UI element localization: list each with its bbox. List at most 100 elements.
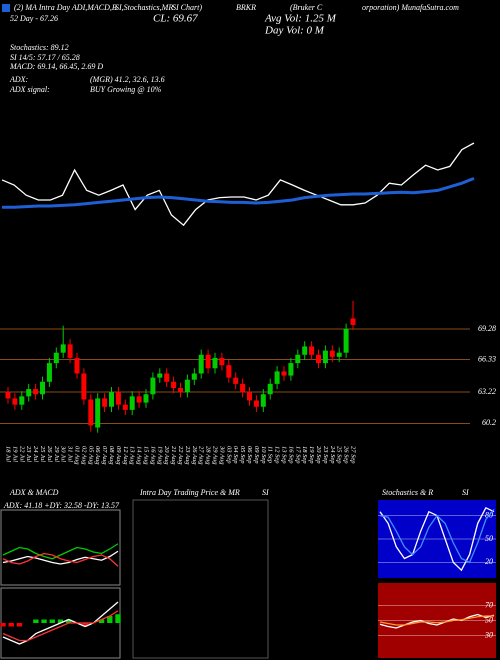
histogram-bar <box>107 616 113 623</box>
series-line <box>2 610 119 642</box>
x-tick-label: 24 Sep <box>329 446 336 464</box>
header-text: ADX: <box>9 75 29 84</box>
header-text: (2) MA Intra Day ADI,MACD,B <box>14 3 117 12</box>
x-tick-label: 12 Sep <box>274 446 281 464</box>
series-line <box>2 543 119 560</box>
candle-body <box>274 371 280 384</box>
histogram-bar <box>41 619 47 623</box>
candle-body <box>336 352 342 357</box>
annotation: ADX: 41.18 +DY: 32.58 -DY: 13.57 <box>3 501 120 510</box>
candle-body <box>267 383 273 395</box>
x-tick-label: 25 Sep <box>336 446 343 464</box>
x-tick-label: 21 Aug <box>170 446 177 465</box>
panel-title: Stochastics & R <box>382 488 433 497</box>
histogram-bar <box>115 614 121 623</box>
candle-body <box>102 398 108 407</box>
candle-body <box>233 377 239 384</box>
header-text: orporation) MunafaSutra.com <box>362 3 459 12</box>
candle-body <box>350 318 356 325</box>
x-tick-label: 18 Jul <box>5 446 12 462</box>
x-tick-label: 25 Jul <box>39 446 46 462</box>
candle-body <box>329 350 335 357</box>
y-tick-label: 63.22 <box>478 387 496 396</box>
y-tick-label: 50 <box>485 615 493 624</box>
header-text: BUY Growing @ 10% <box>90 85 162 94</box>
header-text: Avg Vol: 1.25 M <box>264 13 337 25</box>
candle-body <box>60 344 66 353</box>
candle-body <box>150 377 156 395</box>
y-tick-label: 69.28 <box>478 324 496 333</box>
x-tick-label: 14 Aug <box>136 446 143 465</box>
x-tick-label: 06 Sep <box>246 446 253 464</box>
candle-body <box>19 396 25 405</box>
x-tick-label: 04 Sep <box>232 446 239 464</box>
series-line <box>2 601 119 645</box>
candle-body <box>302 346 308 355</box>
x-tick-label: 30 Jul <box>60 445 67 462</box>
candle-body <box>46 363 52 382</box>
candle-body <box>253 400 259 407</box>
histogram-bar <box>49 619 55 623</box>
candle-body <box>240 383 246 393</box>
candle-body <box>5 392 11 399</box>
x-tick-label: 12 Aug <box>122 446 129 465</box>
x-tick-label: 26 Aug <box>191 446 198 465</box>
candle-body <box>33 389 39 395</box>
x-tick-label: 22 Jul <box>18 446 25 462</box>
candle-body <box>40 381 45 395</box>
x-tick-label: 29 Aug <box>212 446 219 465</box>
candle-body <box>164 373 170 382</box>
candle-body <box>143 394 149 403</box>
candle-body <box>171 381 177 389</box>
histogram-bar <box>8 623 14 627</box>
panel-subtitle: SI <box>462 488 469 497</box>
x-tick-label: 07 Aug <box>101 446 108 465</box>
header-text: (MGR) 41.2, 32.6, 13.6 <box>90 75 165 84</box>
series-line <box>2 550 119 565</box>
x-tick-label: 30 Aug <box>218 445 225 465</box>
candle-body <box>343 328 349 353</box>
x-tick-label: 03 Sep <box>225 446 232 464</box>
candle-body <box>115 392 121 405</box>
series-line <box>2 177 475 209</box>
candle-body <box>219 357 225 366</box>
candle-body <box>247 392 252 401</box>
panel-border <box>0 509 121 586</box>
panel-title: Intra Day Trading Price & MR <box>139 488 240 497</box>
x-tick-label: 02 Aug <box>80 446 87 465</box>
candle-body <box>281 371 287 376</box>
x-tick-label: 13 Aug <box>129 446 136 465</box>
x-tick-label: 19 Aug <box>156 446 163 465</box>
x-tick-label: 11 Sep <box>267 446 274 464</box>
histogram-bar <box>57 619 64 623</box>
candle-body <box>226 365 232 378</box>
x-tick-label: 24 Jul <box>32 446 39 462</box>
x-tick-label: 16 Sep <box>287 446 294 464</box>
candle-body <box>322 350 328 364</box>
candle-body <box>122 404 128 410</box>
header-text: CL: 69.67 <box>153 13 198 25</box>
y-tick-label: 70 <box>485 600 493 609</box>
x-tick-label: 28 Aug <box>205 446 212 465</box>
histogram-bar <box>33 619 39 623</box>
series-line <box>379 508 495 564</box>
candle-body <box>198 354 204 374</box>
x-tick-label: 19 Jul <box>11 446 18 462</box>
series-line <box>379 615 494 626</box>
candle-body <box>309 346 315 355</box>
y-tick-label: 20 <box>485 557 493 566</box>
candle-body <box>157 373 163 378</box>
candle-body <box>184 379 190 393</box>
x-tick-label: 15 Aug <box>143 446 150 465</box>
x-tick-label: 01 Aug <box>74 446 81 465</box>
header-text: SI 14/5: 57.17 / 65.28 <box>10 53 80 62</box>
x-tick-label: 20 Sep <box>315 446 322 464</box>
candle-body <box>74 357 80 374</box>
x-tick-label: 23 Jul <box>25 446 32 462</box>
candle-body <box>178 388 183 393</box>
candle-body <box>191 373 197 380</box>
candle-body <box>26 389 32 397</box>
header-text: Stochastics: 89.12 <box>10 43 69 52</box>
series-line <box>2 552 119 567</box>
